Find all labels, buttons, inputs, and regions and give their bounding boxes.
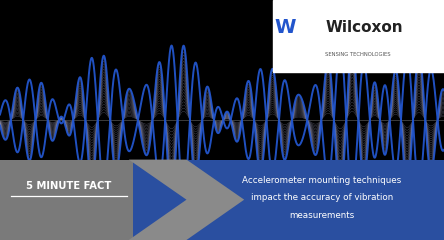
Text: W: W [275,18,296,37]
Bar [0,160,186,240]
Text: Wilcoxon: Wilcoxon [325,20,403,35]
Text: measurements: measurements [289,211,354,221]
FancyBboxPatch shape [273,0,444,72]
Text: impact the accuracy of vibration: impact the accuracy of vibration [251,193,393,203]
Polygon shape [129,160,244,240]
Bar [133,160,444,240]
Text: Accelerometer mounting techniques: Accelerometer mounting techniques [242,176,401,185]
Text: SENSING TECHNOLOGIES: SENSING TECHNOLOGIES [325,52,391,57]
Text: 5 MINUTE FACT: 5 MINUTE FACT [26,181,111,191]
